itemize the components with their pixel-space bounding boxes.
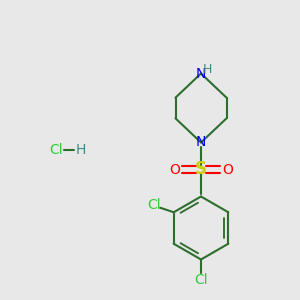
Text: H: H	[203, 63, 212, 76]
Text: N: N	[196, 136, 206, 149]
Text: O: O	[169, 163, 180, 176]
Text: H: H	[75, 143, 85, 157]
Text: S: S	[195, 160, 207, 178]
Text: O: O	[222, 163, 233, 176]
Text: Cl: Cl	[194, 273, 208, 286]
Text: Cl: Cl	[50, 143, 63, 157]
Text: Cl: Cl	[147, 198, 161, 212]
Text: N: N	[196, 67, 206, 80]
